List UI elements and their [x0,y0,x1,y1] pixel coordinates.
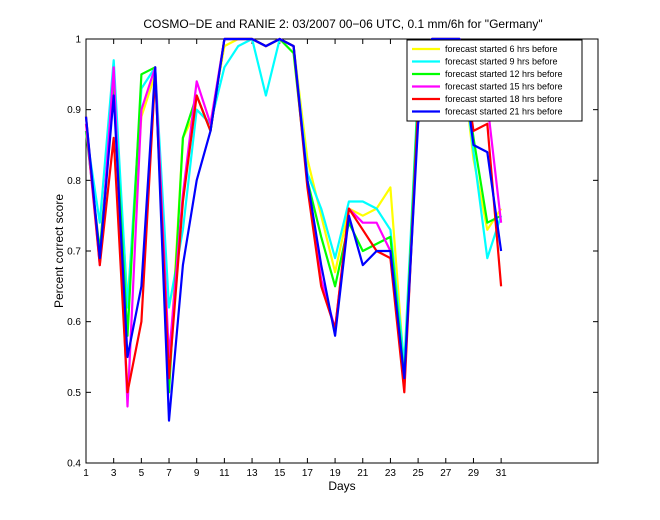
x-tick-label: 31 [496,468,508,479]
legend: forecast started 6 hrs before forecast st… [406,39,583,122]
x-tick-label: 25 [413,468,425,479]
legend-box [406,39,583,122]
chart-title: COSMO−DE and RANIE 2: 03/2007 00−06 UTC,… [143,17,542,31]
legend-label-4: forecast started 15 hrs before [445,82,563,92]
y-axis-title: Percent correct score [52,194,66,308]
legend-label-5: forecast started 18 hrs before [445,94,563,104]
x-tick-label: 13 [246,468,258,479]
series-line-6 [84,37,503,422]
y-tick-label: 0.9 [67,105,81,116]
legend-label-3: forecast started 12 hrs before [445,69,563,79]
x-tick-label: 17 [302,468,314,479]
x-tick-label: 29 [468,468,480,479]
y-tick-label: 1 [75,35,81,46]
x-tick-label: 3 [111,468,117,479]
legend-label-2: forecast started 9 hrs before [445,57,558,67]
y-tick-label: 0.4 [67,459,81,470]
x-tick-label: 11 [219,468,230,479]
x-tick-label: 7 [166,468,172,479]
x-tick-label: 15 [274,468,286,479]
x-tick-label: 19 [330,468,342,479]
x-axis-title: Days [328,479,355,493]
x-tick-label: 5 [139,468,145,479]
x-tick-label: 1 [83,468,89,479]
x-tick-label: 21 [357,468,369,479]
x-tick-label: 23 [385,468,397,479]
x-tick-label: 9 [194,468,200,479]
x-tick-label: 27 [440,468,452,479]
y-tick-label: 0.8 [67,176,81,187]
y-tick-label: 0.6 [67,317,81,328]
legend-label-1: forecast started 6 hrs before [445,44,558,54]
y-tick-label: 0.5 [67,388,81,399]
y-tick-label: 0.7 [67,247,81,258]
legend-label-6: forecast started 21 hrs before [445,107,563,117]
plot-area: 1 3 5 7 9 11 13 15 17 19 21 23 25 27 29 310.40.50.60.70… [67,35,599,479]
